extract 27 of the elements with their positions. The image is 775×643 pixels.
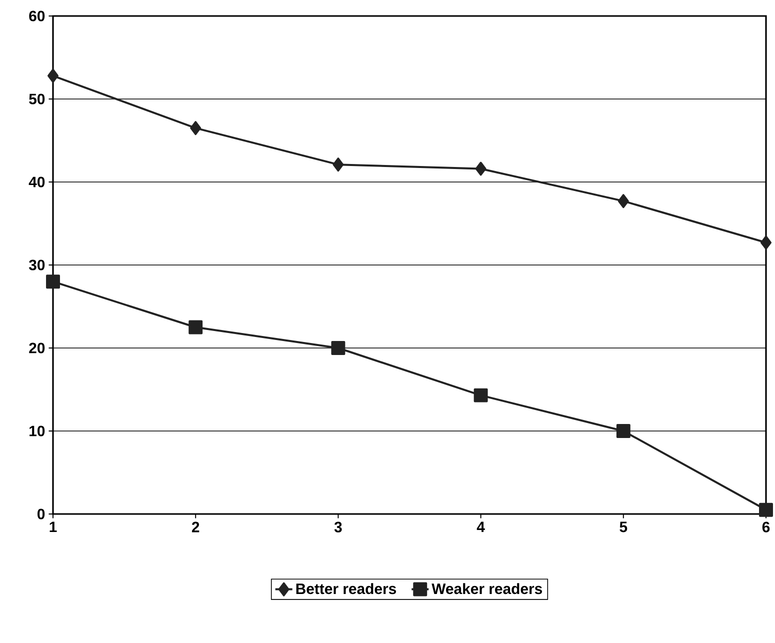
y-tick-label: 50 bbox=[29, 94, 45, 104]
point bbox=[760, 236, 772, 250]
x-tick-label: 2 bbox=[192, 522, 200, 532]
point bbox=[46, 274, 60, 289]
point bbox=[331, 341, 346, 355]
legend-label: Better readers bbox=[296, 583, 396, 594]
y-tick-label: 10 bbox=[30, 426, 45, 436]
point bbox=[188, 320, 203, 334]
x-tick-label: 1 bbox=[50, 522, 57, 532]
point bbox=[618, 194, 629, 208]
point bbox=[759, 502, 773, 517]
y-tick-label: 60 bbox=[29, 10, 45, 22]
point bbox=[332, 158, 344, 172]
y-tick-label: 30 bbox=[28, 260, 45, 270]
point bbox=[474, 388, 488, 402]
y-tick-label: 0 bbox=[38, 508, 45, 520]
legend-label: Weaker readers bbox=[432, 583, 542, 594]
point bbox=[48, 68, 58, 83]
x-tick-label: 5 bbox=[620, 522, 628, 532]
x-tick-label: 4 bbox=[476, 522, 485, 532]
x-tick-label: 3 bbox=[334, 522, 342, 532]
y-tick-label: 20 bbox=[29, 342, 45, 354]
point bbox=[475, 162, 486, 176]
x-tick-label: 6 bbox=[762, 522, 770, 532]
y-tick-label: 40 bbox=[28, 176, 45, 188]
point bbox=[616, 424, 630, 438]
point bbox=[190, 121, 202, 136]
